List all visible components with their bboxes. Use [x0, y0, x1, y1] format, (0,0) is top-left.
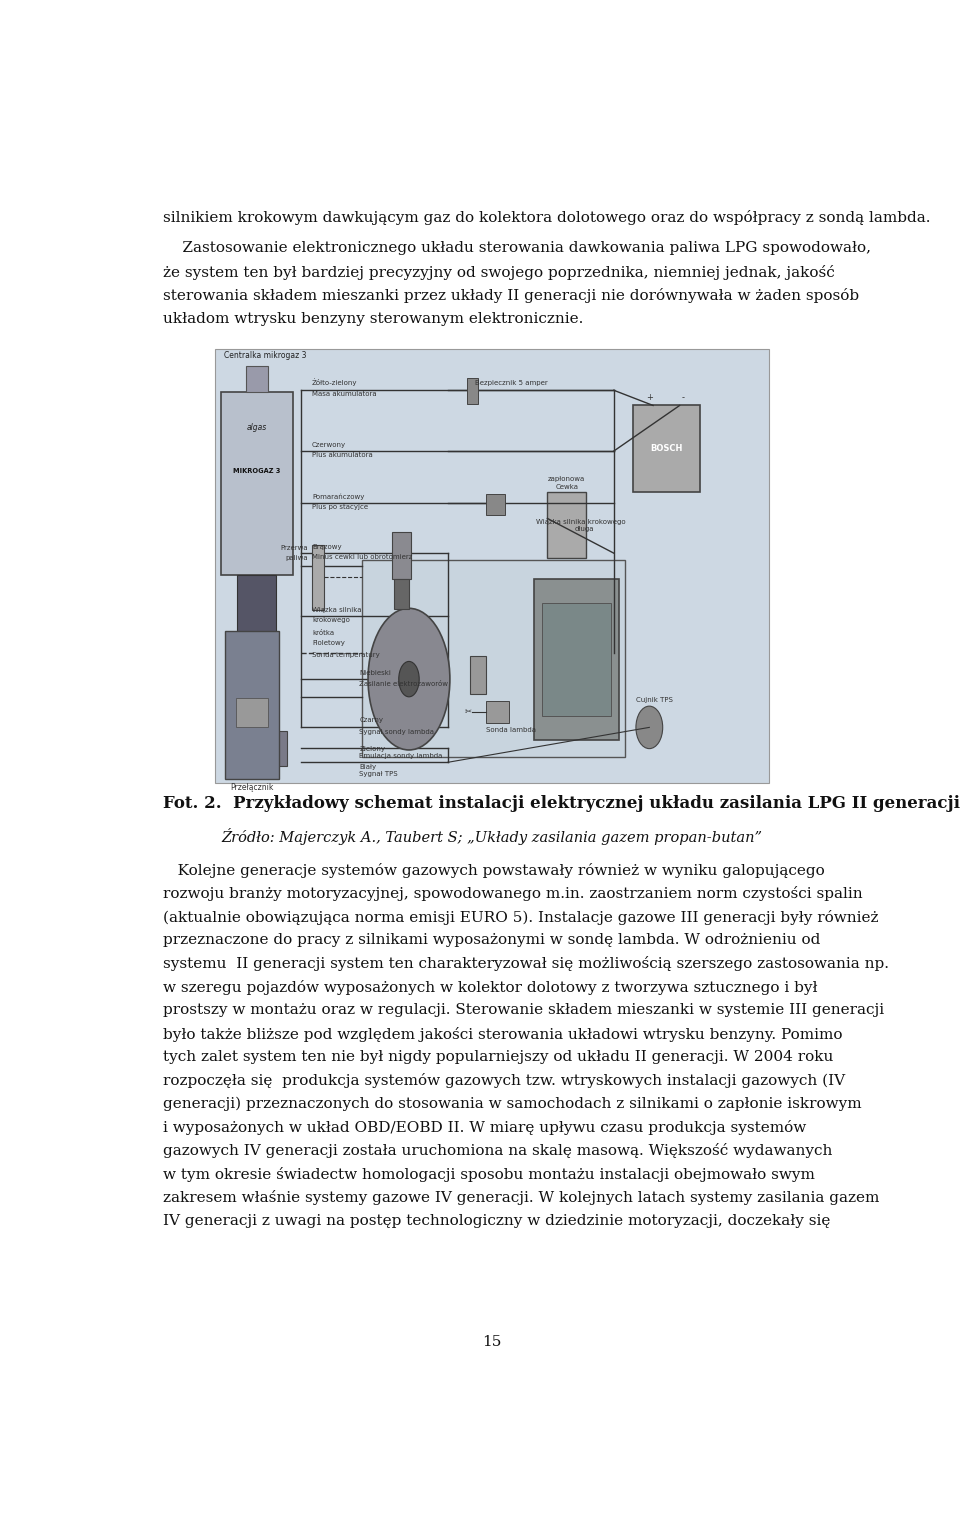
Text: Sygnał TPS: Sygnał TPS: [359, 771, 397, 777]
Text: rozwoju branży motoryzacyjnej, spowodowanego m.in. zaostrzaniem norm czystości s: rozwoju branży motoryzacyjnej, spowodowa…: [163, 886, 863, 901]
Bar: [468, 379, 478, 405]
Bar: [237, 575, 276, 740]
Text: paliwa: paliwa: [286, 555, 308, 561]
Text: długa: długa: [575, 526, 594, 532]
Text: Źródło: Majerczyk A., Taubert S; „Układy zasilania gazem propan-butan”: Źródło: Majerczyk A., Taubert S; „Układy…: [222, 828, 762, 845]
Text: BOSCH: BOSCH: [650, 445, 683, 454]
Text: Cewka: Cewka: [555, 484, 578, 491]
Text: (aktualnie obowiązująca norma emisji EURO 5). Instalacje gazowe III generacji by: (aktualnie obowiązująca norma emisji EUR…: [163, 909, 878, 924]
Bar: [534, 579, 619, 740]
Text: Plus po stacyjce: Plus po stacyjce: [312, 504, 369, 510]
Text: IV generacji z uwagi na postęp technologiczny w dziedzinie motoryzacji, doczekał: IV generacji z uwagi na postęp technolog…: [163, 1214, 830, 1228]
Text: silnikiem krokowym dawkującym gaz do kolektora dolotowego oraz do współpracy z s: silnikiem krokowym dawkującym gaz do kol…: [163, 210, 930, 225]
Circle shape: [636, 707, 662, 748]
Text: że system ten był bardziej precyzyjny od swojego poprzednika, niemniej jednak, j: że system ten był bardziej precyzyjny od…: [163, 265, 835, 281]
Text: krótka: krótka: [312, 630, 334, 636]
Text: Czarny: Czarny: [359, 717, 383, 724]
Text: układom wtrysku benzyny sterowanym elektronicznie.: układom wtrysku benzyny sterowanym elekt…: [163, 311, 584, 325]
Text: Sonda lambda: Sonda lambda: [487, 727, 537, 733]
Text: systemu  II generacji system ten charakteryzował się możliwością szerszego zasto: systemu II generacji system ten charakte…: [163, 957, 889, 972]
Bar: [221, 392, 293, 575]
Text: Fioletowy: Fioletowy: [312, 639, 345, 645]
Text: Emulacja sondy lambda: Emulacja sondy lambda: [359, 753, 443, 759]
Text: ✂: ✂: [465, 707, 471, 716]
Text: Minus cewki lub obrotomierz: Minus cewki lub obrotomierz: [312, 555, 413, 561]
Text: +: +: [646, 392, 653, 402]
Bar: [634, 405, 700, 492]
Text: zapłonowa: zapłonowa: [548, 475, 586, 481]
Bar: [246, 366, 268, 392]
Bar: [469, 656, 486, 693]
Text: Brązowy: Brązowy: [312, 544, 342, 550]
Ellipse shape: [398, 661, 420, 698]
Bar: [487, 701, 509, 722]
Text: gazowych IV generacji została uruchomiona na skalę masową. Większość wydawanych: gazowych IV generacji została uruchomion…: [163, 1144, 832, 1159]
Bar: [395, 579, 409, 609]
Text: Masa akumulatora: Masa akumulatora: [312, 391, 376, 397]
Text: krokowego: krokowego: [312, 618, 350, 624]
Bar: [362, 560, 625, 757]
Text: Centralka mikrogaz 3: Centralka mikrogaz 3: [224, 351, 306, 360]
Text: MIKROGAZ 3: MIKROGAZ 3: [233, 468, 280, 474]
Text: Wiązka silnika krokowego: Wiązka silnika krokowego: [537, 520, 626, 524]
Bar: [215, 350, 769, 783]
Bar: [312, 544, 324, 610]
Text: Wiązka silnika: Wiązka silnika: [312, 607, 362, 613]
Text: Sygnał sondy lambda: Sygnał sondy lambda: [359, 730, 434, 736]
Text: Cujnik TPS: Cujnik TPS: [636, 696, 673, 702]
Text: w tym okresie świadectw homologacji sposobu montażu instalacji obejmowało swym: w tym okresie świadectw homologacji spos…: [163, 1167, 815, 1182]
Text: Pomarańczowy: Pomarańczowy: [312, 494, 365, 500]
Text: w szeregu pojazdów wyposażonych w kolektor dolotowy z tworzywa sztucznego i był: w szeregu pojazdów wyposażonych w kolekt…: [163, 980, 818, 995]
Text: prostszy w montażu oraz w regulacji. Sterowanie składem mieszanki w systemie III: prostszy w montażu oraz w regulacji. Ste…: [163, 1003, 884, 1018]
Text: Zastosowanie elektronicznego układu sterowania dawkowania paliwa LPG spowodowało: Zastosowanie elektronicznego układu ster…: [163, 242, 871, 256]
Text: Przełącznik: Przełącznik: [230, 782, 274, 791]
Bar: [393, 532, 411, 579]
Text: 15: 15: [482, 1335, 502, 1349]
Text: Bezpiecznik 5 amper: Bezpiecznik 5 amper: [475, 380, 548, 385]
Text: Niebieski: Niebieski: [359, 670, 391, 676]
Bar: [542, 604, 611, 716]
Text: algas: algas: [247, 423, 267, 432]
Ellipse shape: [368, 609, 450, 750]
Bar: [227, 731, 287, 766]
Bar: [547, 492, 587, 558]
Text: Zasilanie elektrozaworów: Zasilanie elektrozaworów: [359, 682, 448, 687]
Text: Żółto-zielony: Żółto-zielony: [312, 377, 358, 385]
Text: sterowania składem mieszanki przez układy II generacji nie dorównywała w żaden s: sterowania składem mieszanki przez układ…: [163, 288, 859, 304]
Text: było także bliższe pod względem jakości sterowania układowi wtrysku benzyny. Pom: było także bliższe pod względem jakości …: [163, 1027, 843, 1041]
Text: tych zalet system ten nie był nigdy popularniejszy od układu II generacji. W 200: tych zalet system ten nie był nigdy popu…: [163, 1050, 833, 1064]
Text: -: -: [682, 392, 684, 402]
Text: Przerwa: Przerwa: [280, 544, 308, 550]
Text: Czerwony: Czerwony: [312, 442, 347, 448]
Text: i wyposażonych w układ OBD/EOBD II. W miarę upływu czasu produkcja systemów: i wyposażonych w układ OBD/EOBD II. W mi…: [163, 1121, 806, 1134]
Bar: [236, 698, 268, 727]
Text: Biały: Biały: [359, 763, 376, 770]
Text: Zielony: Zielony: [359, 745, 385, 751]
Text: Sonda temperatury: Sonda temperatury: [312, 652, 380, 658]
Bar: [226, 632, 279, 779]
Text: zakresem właśnie systemy gazowe IV generacji. W kolejnych latach systemy zasilan: zakresem właśnie systemy gazowe IV gener…: [163, 1190, 879, 1205]
Text: Kolejne generacje systemów gazowych powstawały również w wyniku galopującego: Kolejne generacje systemów gazowych pows…: [163, 863, 825, 878]
Text: rozpoczęła się  produkcja systemów gazowych tzw. wtryskowych instalacji gazowych: rozpoczęła się produkcja systemów gazowy…: [163, 1073, 845, 1088]
Text: generacji) przeznaczonych do stosowania w samochodach z silnikami o zapłonie isk: generacji) przeznaczonych do stosowania …: [163, 1096, 862, 1111]
Text: Fot. 2.  Przykładowy schemat instalacji elektrycznej układu zasilania LPG II gen: Fot. 2. Przykładowy schemat instalacji e…: [163, 796, 960, 812]
Text: przeznaczone do pracy z silnikami wyposażonymi w sondę lambda. W odrożnieniu od: przeznaczone do pracy z silnikami wyposa…: [163, 934, 821, 947]
Text: Plus akumulatora: Plus akumulatora: [312, 452, 372, 458]
Bar: [487, 494, 505, 515]
